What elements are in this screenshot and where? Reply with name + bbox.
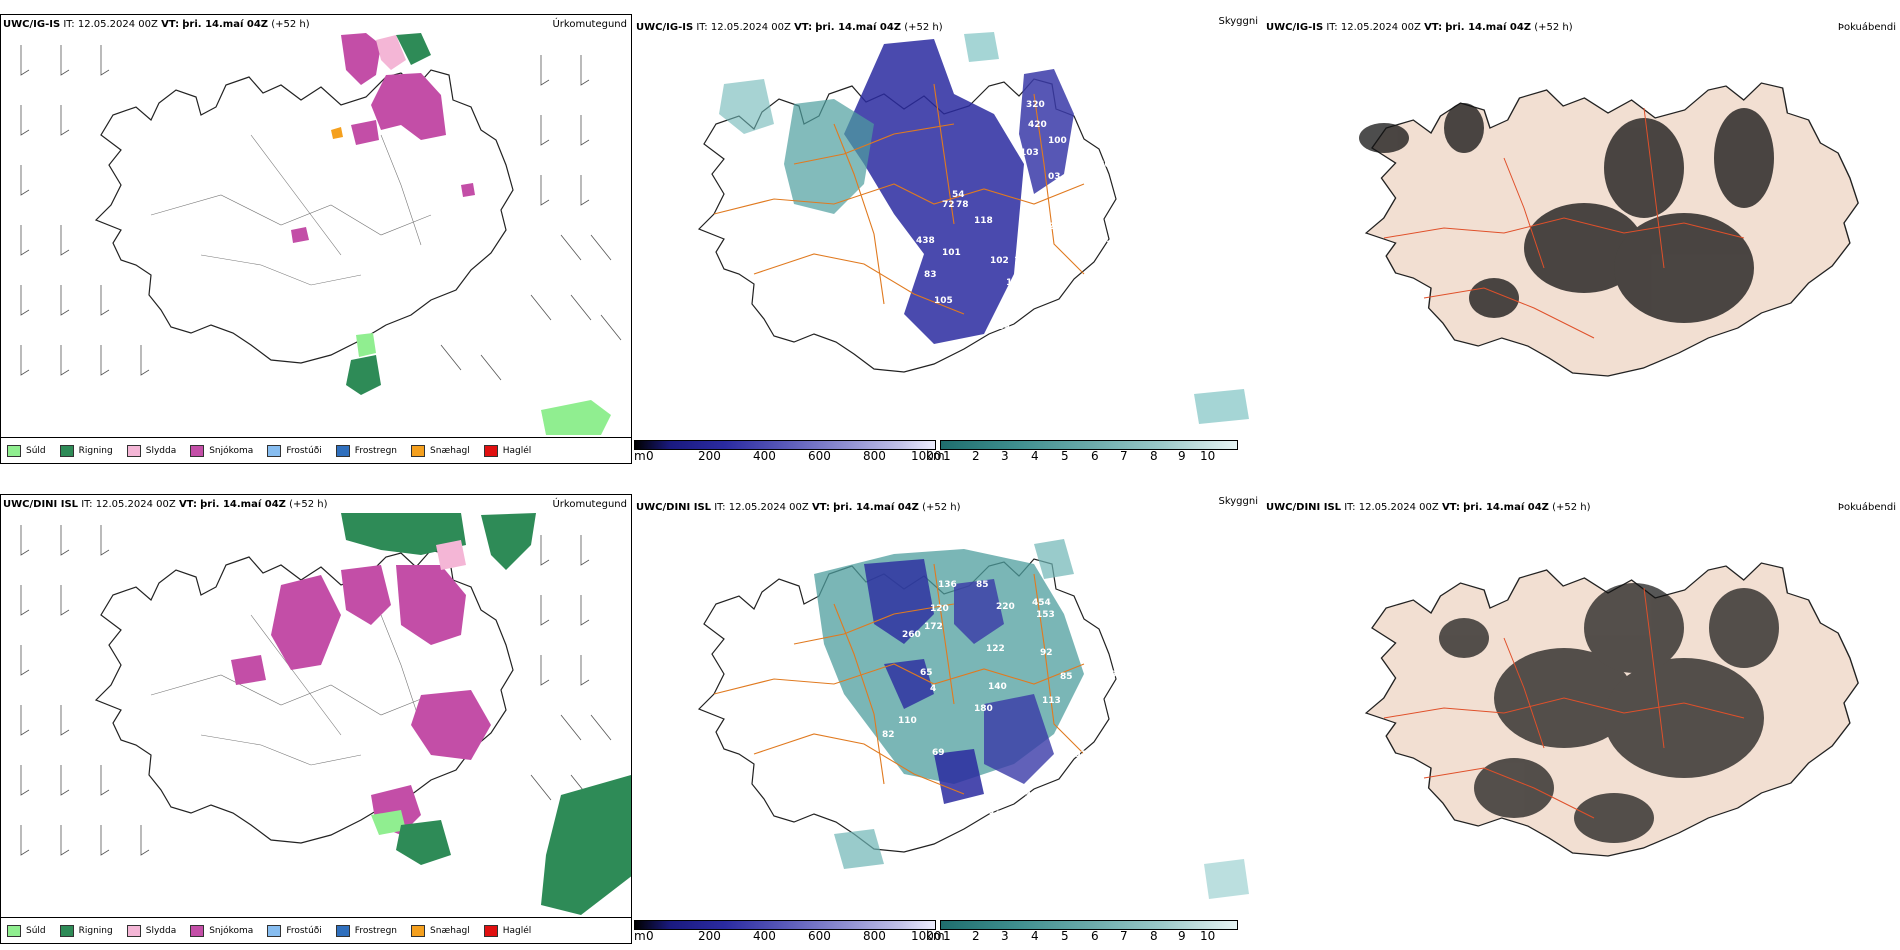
precip-areas <box>291 33 611 435</box>
legend-item: Slydda <box>126 924 176 937</box>
legend-item: Frostregn <box>335 924 397 937</box>
panel-title: Skyggni <box>1218 16 1258 27</box>
precip-map <box>20 33 622 435</box>
panel-header: UWC/DINI ISL IT: 12.05.2024 00Z VT: þri.… <box>3 499 328 510</box>
road-network <box>713 83 1085 315</box>
cloud-base-colorbar: m 0 200 400 600 800 1000 <box>634 918 942 944</box>
legend-item: Súld <box>7 924 46 937</box>
road-network <box>1383 587 1745 819</box>
precip-map <box>20 513 631 915</box>
fog-index-panel-bottom: UWC/DINI ISL IT: 12.05.2024 00Z VT: þri.… <box>1264 494 1900 944</box>
panel-header: UWC/DINI ISL IT: 12.05.2024 00Z VT: þri.… <box>1266 502 1591 513</box>
road-network <box>150 134 432 286</box>
panel-header: UWC/DINI ISL IT: 12.05.2024 00Z VT: þri.… <box>636 502 961 513</box>
precip-type-panel-bottom: UWC/DINI ISL IT: 12.05.2024 00Z VT: þri.… <box>0 494 632 944</box>
panel-header: UWC/IG-IS IT: 12.05.2024 00Z VT: þri. 14… <box>636 22 943 33</box>
legend-item: Snæhagl <box>411 444 470 457</box>
legend-item: Snjókoma <box>190 444 253 457</box>
fog-index-panel-top: UWC/IG-IS IT: 12.05.2024 00Z VT: þri. 14… <box>1264 14 1900 464</box>
legend-item: Haglél <box>483 444 531 457</box>
legend-item: Snæhagl <box>411 924 470 937</box>
visibility-map <box>698 539 1249 899</box>
legend-item: Frostregn <box>335 444 397 457</box>
legend-item: Rigning <box>59 924 113 937</box>
panel-title: Úrkomutegund <box>552 19 627 30</box>
legend-item: Snjókoma <box>190 924 253 937</box>
panel-title: Þokuábendi <box>1837 22 1896 33</box>
visibility-colorbar: km 1 2 3 4 5 6 7 8 9 10 <box>926 918 1240 944</box>
road-network <box>150 614 432 766</box>
wind-barbs <box>20 45 622 381</box>
panel-header: UWC/IG-IS IT: 12.05.2024 00Z VT: þri. 14… <box>3 19 310 30</box>
fog-shading <box>1439 583 1779 843</box>
cloud-base-colorbar: m 0 200 400 600 800 1000 <box>634 438 942 464</box>
panel-header: UWC/IG-IS IT: 12.05.2024 00Z VT: þri. 14… <box>1266 22 1573 33</box>
legend-item: Rigning <box>59 444 113 457</box>
cloud-areas <box>719 32 1249 424</box>
visibility-map <box>698 32 1249 424</box>
wind-barbs <box>20 525 612 856</box>
visibility-colorbar: km 1 2 3 4 5 6 7 8 9 10 <box>926 438 1240 464</box>
precip-areas <box>231 513 631 915</box>
fog-shading <box>1359 103 1774 323</box>
panel-title: Þokuábendi <box>1837 502 1896 513</box>
road-network <box>1383 107 1745 339</box>
precip-legend: Súld Rigning Slydda Snjókoma Frostúði Fr… <box>1 917 631 943</box>
cloud-base-unit: m <box>634 449 646 463</box>
legend-item: Frostúði <box>267 444 322 457</box>
visibility-panel-bottom: UWC/DINI ISL IT: 12.05.2024 00Z VT: þri.… <box>634 494 1260 944</box>
panel-title: Skyggni <box>1218 496 1258 507</box>
legend-item: Frostúði <box>267 924 322 937</box>
panel-title: Úrkomutegund <box>552 499 627 510</box>
fog-map <box>1359 82 1859 377</box>
precip-legend: Súld Rigning Slydda Snjókoma Frostúði Fr… <box>1 437 631 463</box>
road-network <box>713 563 1085 795</box>
legend-item: Súld <box>7 444 46 457</box>
precip-type-panel-top: UWC/IG-IS IT: 12.05.2024 00Z VT: þri. 14… <box>0 14 632 464</box>
fog-map <box>1365 562 1859 857</box>
legend-item: Haglél <box>483 924 531 937</box>
visibility-panel-top: UWC/IG-IS IT: 12.05.2024 00Z VT: þri. 14… <box>634 14 1260 464</box>
legend-item: Slydda <box>126 444 176 457</box>
